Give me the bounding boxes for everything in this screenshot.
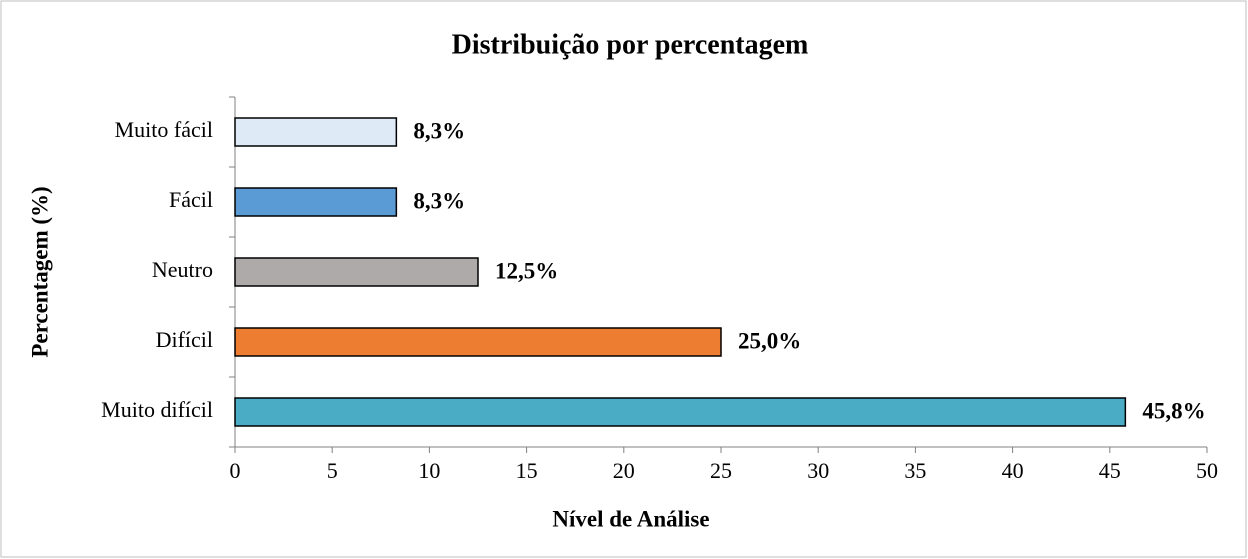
x-tick-label: 25 — [710, 458, 732, 483]
y-tick-label: Difícil — [156, 327, 213, 352]
x-tick-label: 10 — [418, 458, 440, 483]
x-tick-label: 35 — [904, 458, 926, 483]
y-tick-label: Muito difícil — [101, 397, 213, 422]
x-tick-label: 5 — [327, 458, 338, 483]
bar — [234, 257, 479, 287]
y-axis-label: Percentagem (%) — [27, 186, 52, 357]
x-tick-label: 20 — [613, 458, 635, 483]
x-tick-label: 45 — [1099, 458, 1121, 483]
x-tick-label: 40 — [1002, 458, 1024, 483]
x-axis-label: Nível de Análise — [552, 506, 709, 531]
bar — [234, 397, 1127, 427]
x-tick-label: 0 — [230, 458, 241, 483]
y-tick-label: Fácil — [169, 187, 213, 212]
data-label: 8,3% — [413, 188, 465, 213]
x-tick-label: 15 — [516, 458, 538, 483]
x-tick-label: 30 — [807, 458, 829, 483]
bar — [234, 117, 398, 147]
x-tick-label: 50 — [1196, 458, 1218, 483]
y-tick-label: Neutro — [152, 257, 213, 282]
bar — [234, 327, 722, 357]
bar — [234, 187, 398, 217]
y-tick-label: Muito fácil — [115, 117, 213, 142]
chart-title: Distribuição por percentagem — [452, 29, 809, 60]
data-label: 8,3% — [413, 118, 465, 143]
data-label: 12,5% — [495, 258, 558, 283]
data-label: 25,0% — [738, 328, 801, 353]
data-label: 45,8% — [1142, 398, 1205, 423]
